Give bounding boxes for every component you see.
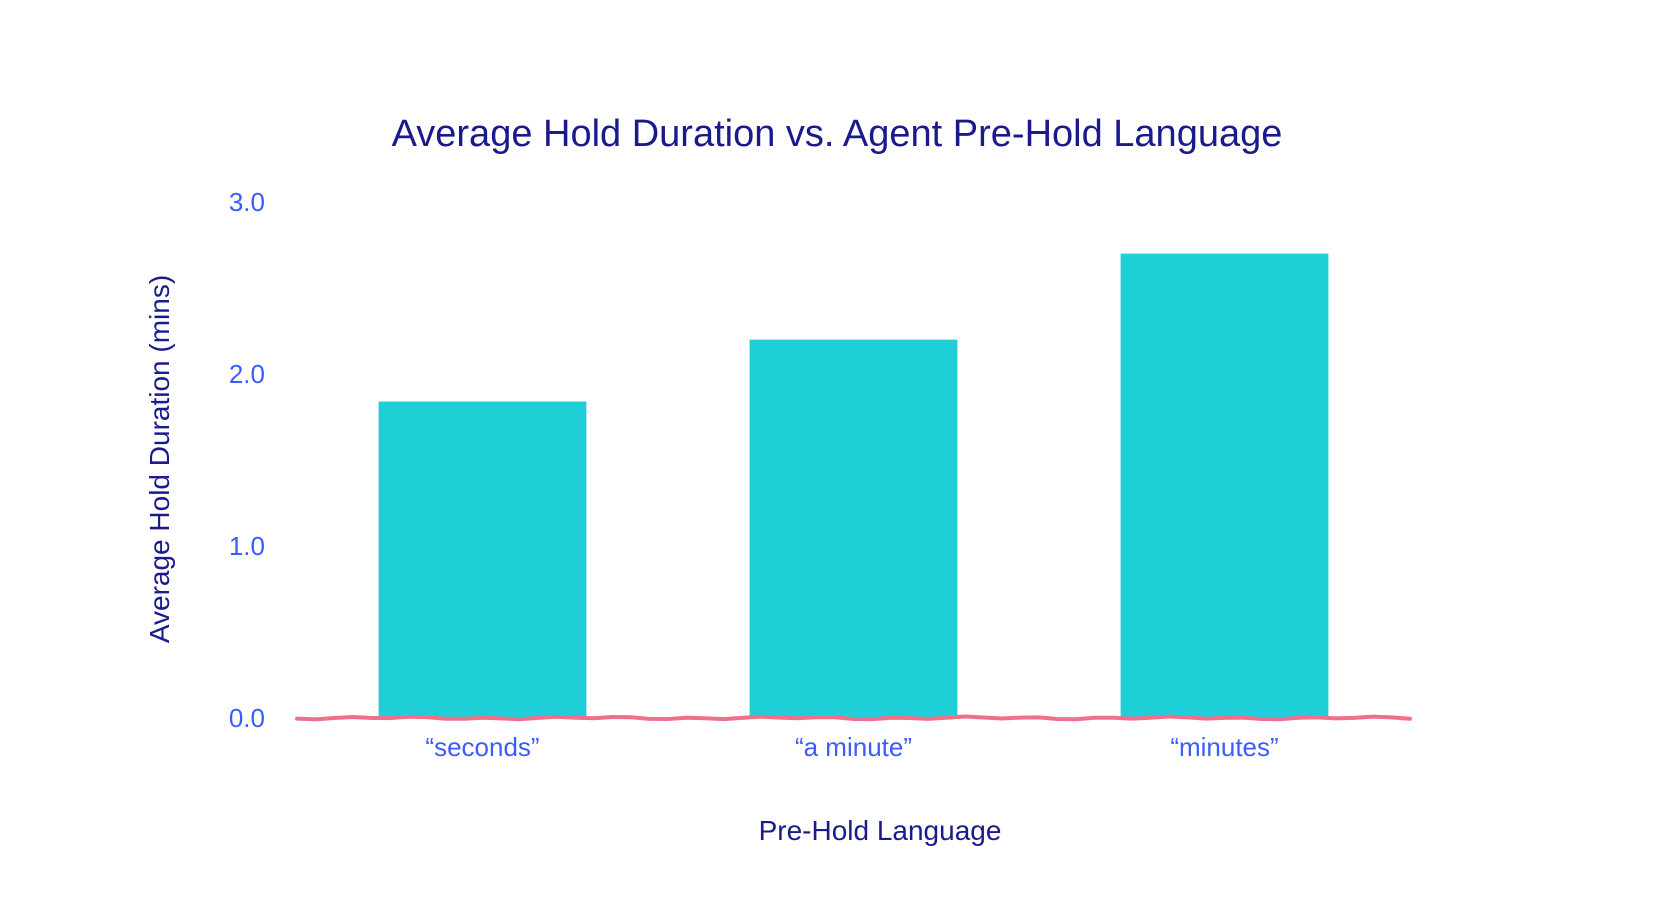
y-tick-label: 3.0 xyxy=(229,187,265,217)
y-tick-label: 1.0 xyxy=(229,531,265,561)
bar xyxy=(378,401,587,718)
x-axis-ticks: “seconds” “a minute” “minutes” xyxy=(425,732,1278,762)
x-axis-title: Pre-Hold Language xyxy=(759,815,1002,846)
y-tick-label: 2.0 xyxy=(229,359,265,389)
x-axis-baseline xyxy=(295,714,1412,722)
bar xyxy=(1120,253,1329,718)
bars-group xyxy=(378,253,1329,718)
x-tick-label: “minutes” xyxy=(1170,732,1278,762)
x-tick-label: “a minute” xyxy=(795,732,912,762)
chart-title: Average Hold Duration vs. Agent Pre-Hold… xyxy=(392,113,1283,155)
bar xyxy=(749,339,958,718)
x-tick-label: “seconds” xyxy=(425,732,539,762)
y-axis-ticks: 0.0 1.0 2.0 3.0 xyxy=(229,187,265,733)
y-axis-title: Average Hold Duration (mins) xyxy=(144,275,175,643)
y-tick-label: 0.0 xyxy=(229,703,265,733)
